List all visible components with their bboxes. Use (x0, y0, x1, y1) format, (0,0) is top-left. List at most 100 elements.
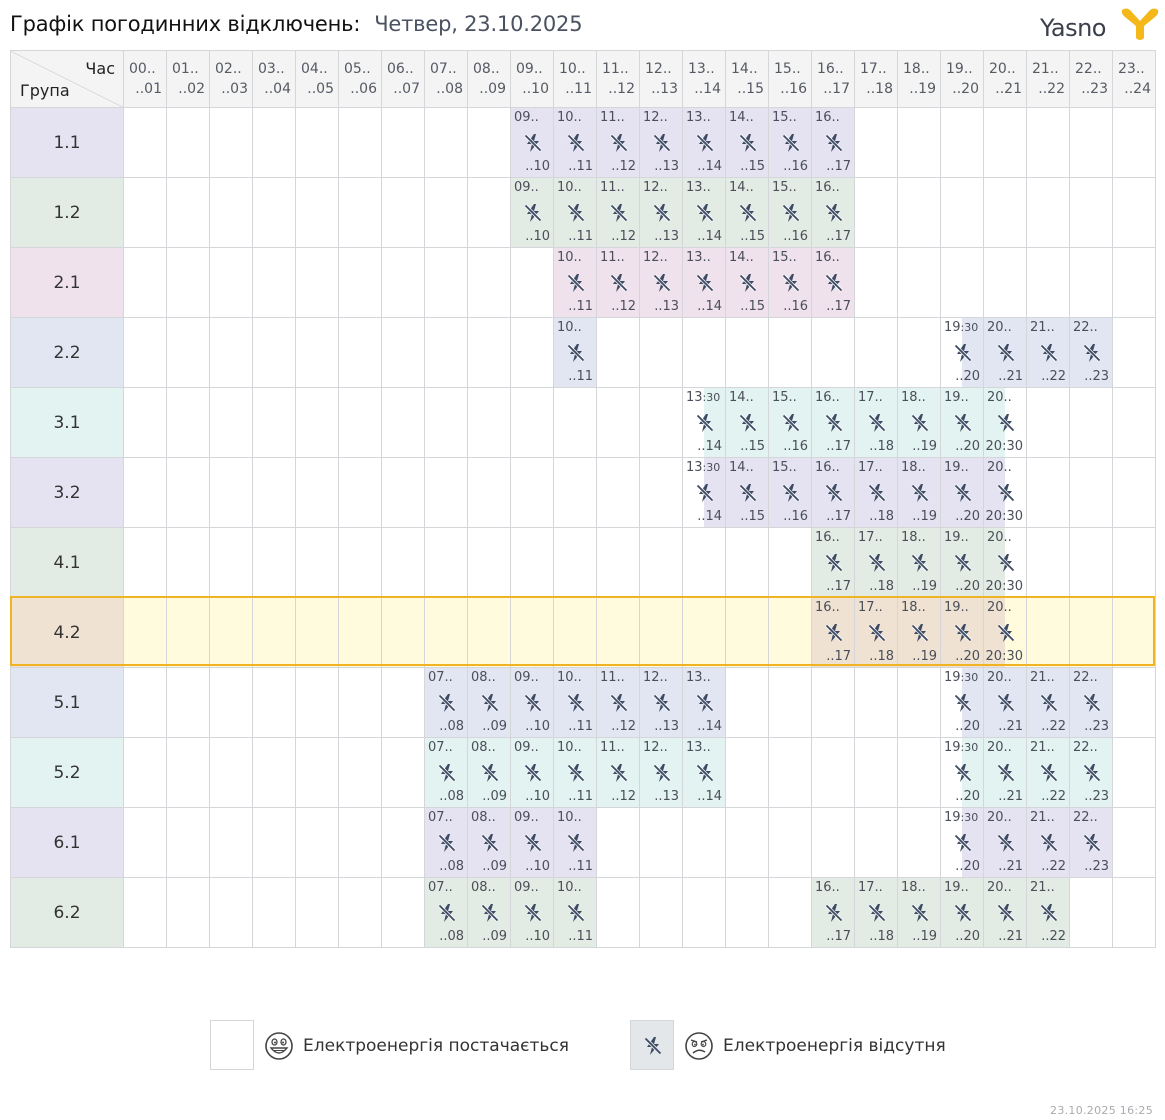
outage-end: ..20 (955, 929, 980, 944)
outage-cell: 07.. ..08 (424, 737, 468, 808)
outage-start: 08.. (471, 810, 496, 825)
hour-cell (682, 597, 726, 668)
outage-end-time: ..13 (654, 299, 679, 314)
outage-end-time: ..11 (568, 299, 593, 314)
hour-cell (596, 877, 640, 948)
no-power-icon (696, 274, 714, 292)
no-power-icon (438, 694, 456, 712)
outage-start: 09.. (514, 740, 539, 755)
hour-end: ..14 (694, 81, 721, 97)
hour-cell (338, 177, 382, 248)
outage-cell: 13.. ..14 (682, 247, 726, 318)
hour-cell (897, 177, 941, 248)
hour-cell (1112, 877, 1156, 948)
outage-end: ..15 (740, 509, 765, 524)
hour-cell (381, 527, 425, 598)
outage-end: ..19 (912, 509, 937, 524)
outage-end: ..14 (697, 299, 722, 314)
outage-end: ..12 (611, 229, 636, 244)
outage-end-time: ..12 (611, 299, 636, 314)
no-power-icon (911, 904, 929, 922)
outage-end-time: ..11 (568, 369, 593, 384)
outage-start: 19:30 (944, 320, 978, 335)
outage-end-time: ..18 (869, 649, 894, 664)
outage-start: 19.. (944, 460, 969, 475)
outage-end: ..10 (525, 859, 550, 874)
outage-cell: 13.. ..14 (682, 667, 726, 738)
outage-start: 12.. (643, 250, 668, 265)
hour-cell (897, 737, 941, 808)
no-power-icon (997, 414, 1015, 432)
hour-cell (166, 597, 210, 668)
outage-start-time: 09.. (514, 810, 539, 825)
no-power-icon (1040, 694, 1058, 712)
outage-start-time: 22.. (1073, 320, 1098, 335)
hour-cell (811, 807, 855, 878)
hour-cell (725, 737, 769, 808)
outage-end-time: ..17 (826, 439, 851, 454)
hour-cell (295, 317, 339, 388)
outage-end: ..14 (697, 439, 722, 454)
hour-end: ..17 (823, 81, 850, 97)
outage-start: 22.. (1073, 810, 1098, 825)
outage-cell: 16.. ..17 (811, 177, 855, 248)
outage-fill (962, 318, 983, 387)
hour-cell (897, 317, 941, 388)
outage-end: ..18 (869, 929, 894, 944)
no-power-icon (1083, 694, 1101, 712)
no-power-icon (653, 764, 671, 782)
outage-start: 21.. (1030, 740, 1055, 755)
outage-end: ..14 (697, 229, 722, 244)
outage-end-time: ..11 (568, 159, 593, 174)
outage-start: 16.. (815, 530, 840, 545)
legend-power-off-label: Електроенергія відсутня (723, 1036, 946, 1056)
outage-end-time: ..14 (697, 159, 722, 174)
no-power-icon (610, 694, 628, 712)
outage-start-time: 10.. (557, 880, 582, 895)
no-power-icon (481, 904, 499, 922)
hour-header: 08.. ..09 (467, 50, 511, 108)
hour-cell (381, 457, 425, 528)
outage-end: ..22 (1041, 719, 1066, 734)
outage-start-time: 13.. (686, 250, 711, 265)
hour-cell (252, 667, 296, 738)
no-power-icon (782, 134, 800, 152)
outage-end: ..13 (654, 789, 679, 804)
outage-end-time: ..17 (826, 509, 851, 524)
hour-start: 20.. (989, 61, 1016, 77)
outage-cell: 17.. ..18 (854, 387, 898, 458)
hour-cell (424, 317, 468, 388)
group-name: 5.2 (10, 737, 124, 808)
group-name: 4.2 (10, 597, 124, 668)
outage-end: ..09 (482, 719, 507, 734)
outage-start: 22.. (1073, 740, 1098, 755)
outage-cell: 20.. 20:30 (983, 527, 1027, 598)
hour-cell (123, 597, 167, 668)
hour-cell (123, 317, 167, 388)
hour-cell (123, 107, 167, 178)
group-name: 1.1 (10, 107, 124, 178)
outage-start-time: 20.. (987, 810, 1012, 825)
outage-cell: 12.. ..13 (639, 107, 683, 178)
hour-cell (854, 177, 898, 248)
outage-end-time: 20 (985, 509, 1003, 524)
outage-end: ..20 (955, 789, 980, 804)
outage-cell: 16.. ..17 (811, 107, 855, 178)
group-name: 5.1 (10, 667, 124, 738)
outage-start: 18.. (901, 600, 926, 615)
no-power-icon (481, 764, 499, 782)
outage-start: 21.. (1030, 670, 1055, 685)
outage-start: 20.. (987, 390, 1012, 405)
outage-end-time: ..14 (697, 509, 722, 524)
outage-start-time: 14.. (729, 180, 754, 195)
outage-start: 07.. (428, 880, 453, 895)
outage-end-time: ..10 (525, 159, 550, 174)
outage-cell: 18.. ..19 (897, 457, 941, 528)
hour-end: ..20 (952, 81, 979, 97)
outage-start-time: 08.. (471, 810, 496, 825)
outage-start-time: 19 (944, 670, 961, 685)
logo-text: Yasno (1040, 14, 1106, 42)
no-power-icon (954, 624, 972, 642)
hour-start: 15.. (774, 61, 801, 77)
hour-start: 07.. (430, 61, 457, 77)
